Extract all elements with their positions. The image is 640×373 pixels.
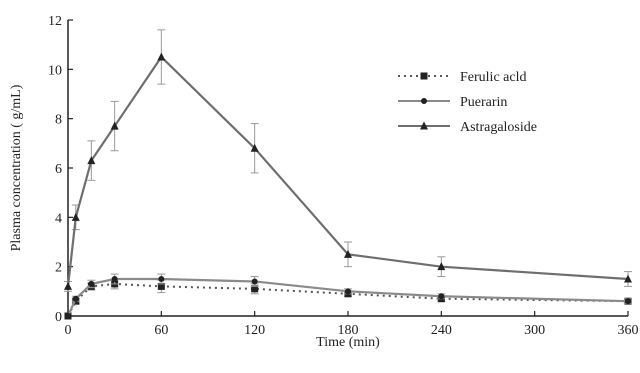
data-point (87, 156, 96, 165)
legend-marker (420, 72, 428, 80)
legend-item: Puerarin (398, 95, 507, 110)
data-point (625, 298, 631, 305)
x-tick-label: 60 (154, 323, 168, 338)
legend-marker (421, 98, 427, 104)
data-point (157, 282, 165, 290)
data-point (157, 52, 166, 61)
series-line (66, 277, 629, 317)
x-ticks: 0 60 120 180 240 300 360 (65, 311, 639, 338)
data-point (438, 293, 445, 300)
data-point (251, 278, 258, 285)
x-tick-label: 0 (65, 323, 72, 338)
series-astragaloside (64, 29, 632, 292)
y-tick-label: 8 (55, 113, 62, 128)
data-point (65, 313, 71, 319)
legend-item: Ferulic acld (398, 70, 526, 85)
legend-label: Puerarin (460, 95, 507, 110)
x-tick-label: 180 (338, 323, 359, 338)
data-point (624, 274, 632, 283)
data-point (344, 249, 352, 258)
series-puerarin (65, 273, 632, 319)
y-tick-label: 4 (55, 211, 62, 226)
legend-label: Astragaloside (460, 120, 537, 135)
data-point (251, 285, 259, 293)
x-tick-label: 120 (244, 323, 265, 338)
data-point (88, 280, 95, 287)
legend: Ferulic acld Puerarin Astragaloside (398, 70, 537, 135)
x-axis-label: Time (min) (316, 335, 380, 350)
data-point (71, 212, 80, 221)
y-tick-label: 6 (55, 162, 62, 177)
data-point (111, 276, 118, 282)
x-tick-label: 360 (618, 323, 639, 338)
data-point (72, 295, 79, 302)
legend-label: Ferulic acld (460, 70, 526, 85)
x-tick-label: 240 (431, 323, 452, 338)
legend-item: Astragaloside (398, 120, 537, 135)
y-axis-label: Plasma concentration ( g/mL) (9, 84, 24, 251)
y-tick-label: 0 (55, 310, 62, 325)
data-point (437, 262, 446, 271)
data-point (64, 281, 72, 290)
x-tick-label: 300 (524, 323, 545, 338)
data-point (158, 276, 165, 282)
data-point (110, 121, 119, 130)
y-tick-label: 2 (55, 261, 62, 276)
series-layer (64, 29, 632, 320)
y-tick-label: 12 (48, 14, 62, 29)
data-point (250, 143, 259, 152)
axes: 0 60 120 180 240 300 360 0 2 4 6 8 10 12 (48, 14, 639, 338)
legend-marker (420, 121, 428, 130)
y-tick-label: 10 (48, 63, 62, 78)
data-point (345, 288, 351, 295)
